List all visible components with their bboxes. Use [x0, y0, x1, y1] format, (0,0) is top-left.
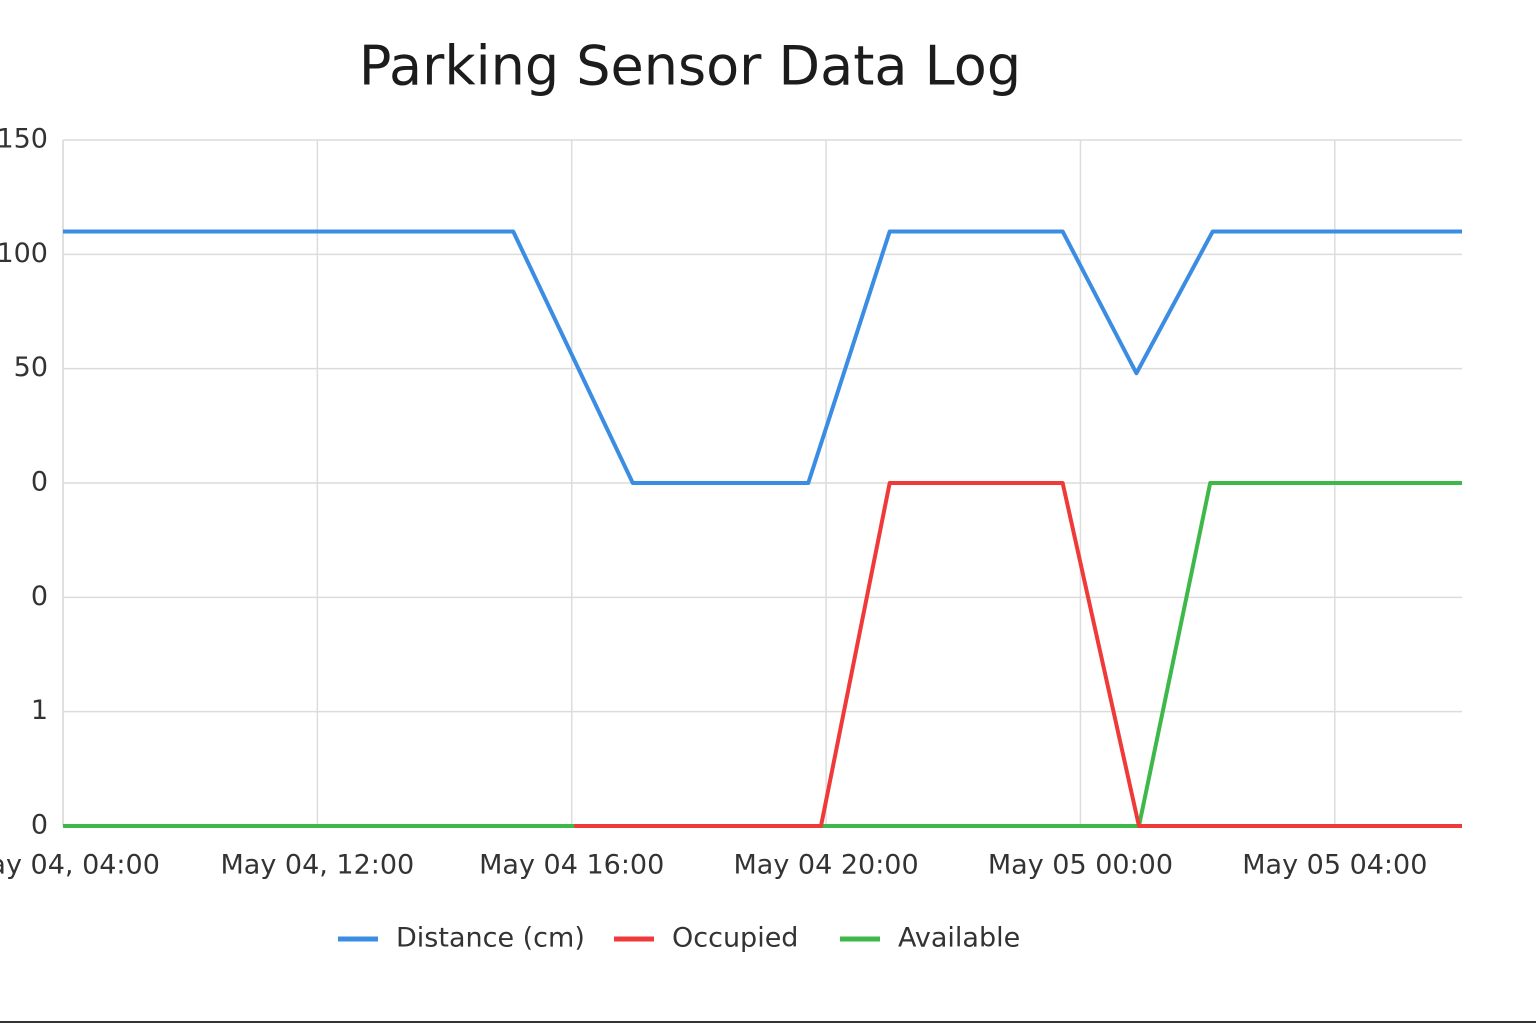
y-tick-label: 1: [31, 695, 48, 726]
legend-label: Available: [898, 923, 1020, 954]
y-tick-label: 50: [14, 352, 48, 383]
legend-label: Distance (cm): [396, 923, 585, 954]
y-tick-label: 0: [31, 581, 48, 612]
x-tick-label: May 04 20:00: [734, 850, 919, 881]
x-tick-label: May 05 04:00: [1242, 850, 1427, 881]
y-tick-label: 100: [0, 238, 48, 269]
chart-title: Parking Sensor Data Log: [359, 35, 1021, 98]
legend-label: Occupied: [672, 923, 798, 954]
series-line: [574, 481, 1462, 828]
x-tick-label: May 04, 04:00: [0, 850, 160, 881]
series-line: [63, 229, 1462, 485]
series-line: [63, 481, 1462, 828]
y-tick-label: 0: [31, 810, 48, 841]
y-tick-label: 0: [31, 467, 48, 498]
y-tick-label: 150: [0, 124, 48, 155]
x-tick-label: May 05 00:00: [988, 850, 1173, 881]
x-tick-label: May 04, 12:00: [220, 850, 414, 881]
x-tick-label: May 04 16:00: [479, 850, 664, 881]
